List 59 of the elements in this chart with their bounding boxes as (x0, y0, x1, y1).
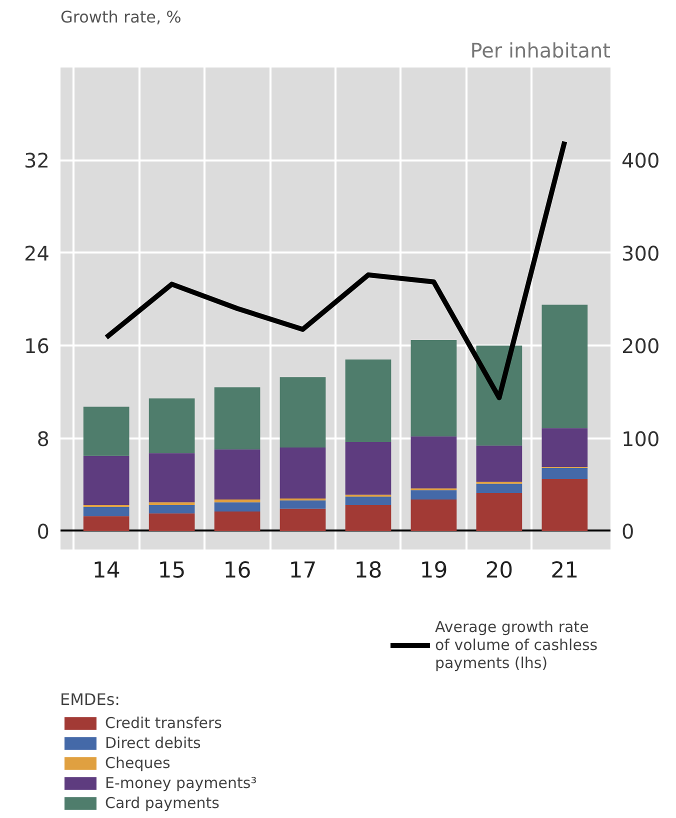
bar (148, 502, 195, 506)
legend-label: Card payments (105, 794, 220, 812)
bar (476, 484, 522, 493)
bar (542, 304, 588, 428)
y2-tick-label: 200 (622, 334, 660, 358)
x-tick-label: 17 (288, 558, 317, 584)
bar (83, 406, 130, 456)
bar (410, 340, 457, 436)
legend-label: Cheques (105, 754, 170, 772)
bar (148, 398, 195, 454)
y2-tick-label: 0 (622, 519, 634, 544)
x-tick-label: 20 (485, 558, 514, 584)
y-tick-label: 32 (24, 148, 50, 173)
x-tick-label: 21 (550, 558, 579, 584)
bar (214, 502, 260, 512)
bar (214, 511, 260, 531)
bar (83, 516, 130, 531)
y-tick-label: 16 (24, 334, 50, 358)
bar (214, 449, 260, 500)
bar (148, 513, 195, 531)
bar (345, 505, 392, 531)
bar (410, 436, 457, 488)
bar (345, 359, 392, 442)
bar (280, 508, 326, 531)
bar (476, 446, 522, 482)
bar (542, 468, 588, 480)
y-tick-label: 0 (36, 519, 50, 544)
legend-title: EMDEs: (60, 690, 122, 709)
y2-axis-title: Per inhabitant (470, 38, 611, 62)
bar (148, 453, 195, 502)
bar (410, 490, 457, 500)
bar (280, 500, 326, 509)
y2-tick-label: 100 (622, 426, 660, 451)
bar (542, 428, 588, 468)
bar (280, 448, 326, 499)
bar (410, 499, 457, 531)
y-axis-title: Growth rate, % (60, 8, 182, 26)
y2-tick-label: 300 (622, 241, 660, 266)
legend-label: Direct debits (105, 734, 201, 752)
bar (83, 506, 130, 516)
legend-label: E-money payments³ (105, 774, 257, 792)
bar (345, 442, 392, 495)
bar (148, 505, 195, 514)
bar (280, 377, 326, 448)
bar (83, 456, 130, 506)
legend-label: Average growth rate of volume of cashless payments (lhs) (435, 618, 598, 672)
y-tick-label: 8 (36, 426, 50, 451)
bar (476, 492, 522, 531)
x-tick-label: 16 (223, 558, 252, 584)
x-tick-label: 18 (354, 558, 382, 584)
x-tick-label: 19 (420, 558, 448, 584)
x-tick-label: 15 (158, 558, 186, 584)
bar (345, 496, 392, 506)
x-tick-label: 14 (92, 558, 120, 584)
bar (542, 479, 588, 531)
y2-tick-label: 400 (622, 148, 660, 173)
legend-label: Credit transfers (105, 714, 222, 732)
y-tick-label: 24 (24, 241, 50, 266)
bar (214, 387, 260, 450)
